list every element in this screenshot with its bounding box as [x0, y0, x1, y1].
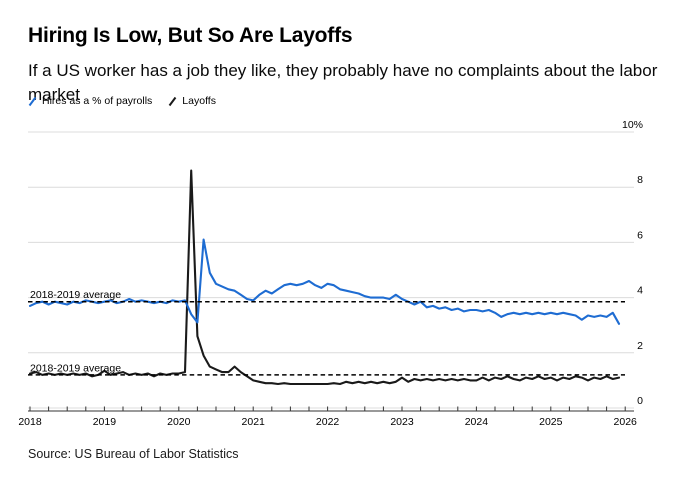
- average-annotation-hires: 2018-2019 average: [30, 289, 121, 301]
- line-chart: 10% 8 6 4 2 0 2018 2019 2020 2021 2022 2023 2024 2025…: [18, 119, 643, 428]
- series-line-layoffs: [28, 169, 621, 386]
- average-annotation-layoffs: 2018-2019 average: [30, 362, 121, 374]
- legend-item-hires[interactable]: Hires as a % of payrolls: [28, 95, 152, 107]
- legend: Hires as a % of payrolls Layoffs: [28, 95, 216, 107]
- x-axis-tick-label: 2018: [18, 416, 42, 428]
- series-line-hires: [28, 238, 621, 325]
- legend-item-label: Hires as a % of payrolls: [42, 95, 153, 107]
- y-axis-tick-label: 0: [637, 395, 643, 407]
- y-axis-tick-label: 10%: [622, 119, 643, 131]
- y-axis-tick-label: 6: [637, 229, 643, 241]
- page-title: Hiring Is Low, But So Are Layoffs: [28, 24, 353, 48]
- layoffs-slash-icon: [168, 96, 177, 106]
- y-axis-tick-label: 2: [637, 340, 643, 352]
- y-axis-tick-label: 8: [637, 174, 643, 186]
- x-axis-tick-label: 2020: [167, 416, 191, 428]
- x-axis-tick-label: 2019: [93, 416, 117, 428]
- x-axis-tick-label: 2024: [465, 416, 489, 428]
- x-axis-tick-label: 2023: [390, 416, 414, 428]
- page-subtitle: If a US worker has a job they like, they…: [28, 61, 658, 104]
- x-axis-tick-label: 2021: [242, 416, 266, 428]
- hires-slash-icon: [28, 96, 37, 106]
- legend-item-layoffs[interactable]: Layoffs: [168, 95, 216, 107]
- x-axis-tick-label: 2025: [539, 416, 563, 428]
- x-axis-tick-label: 2026: [614, 416, 638, 428]
- source-note: Source: US Bureau of Labor Statistics: [28, 447, 239, 461]
- legend-item-label: Layoffs: [182, 95, 216, 107]
- y-axis-tick-label: 4: [637, 285, 643, 297]
- x-axis-tick-label: 2022: [316, 416, 340, 428]
